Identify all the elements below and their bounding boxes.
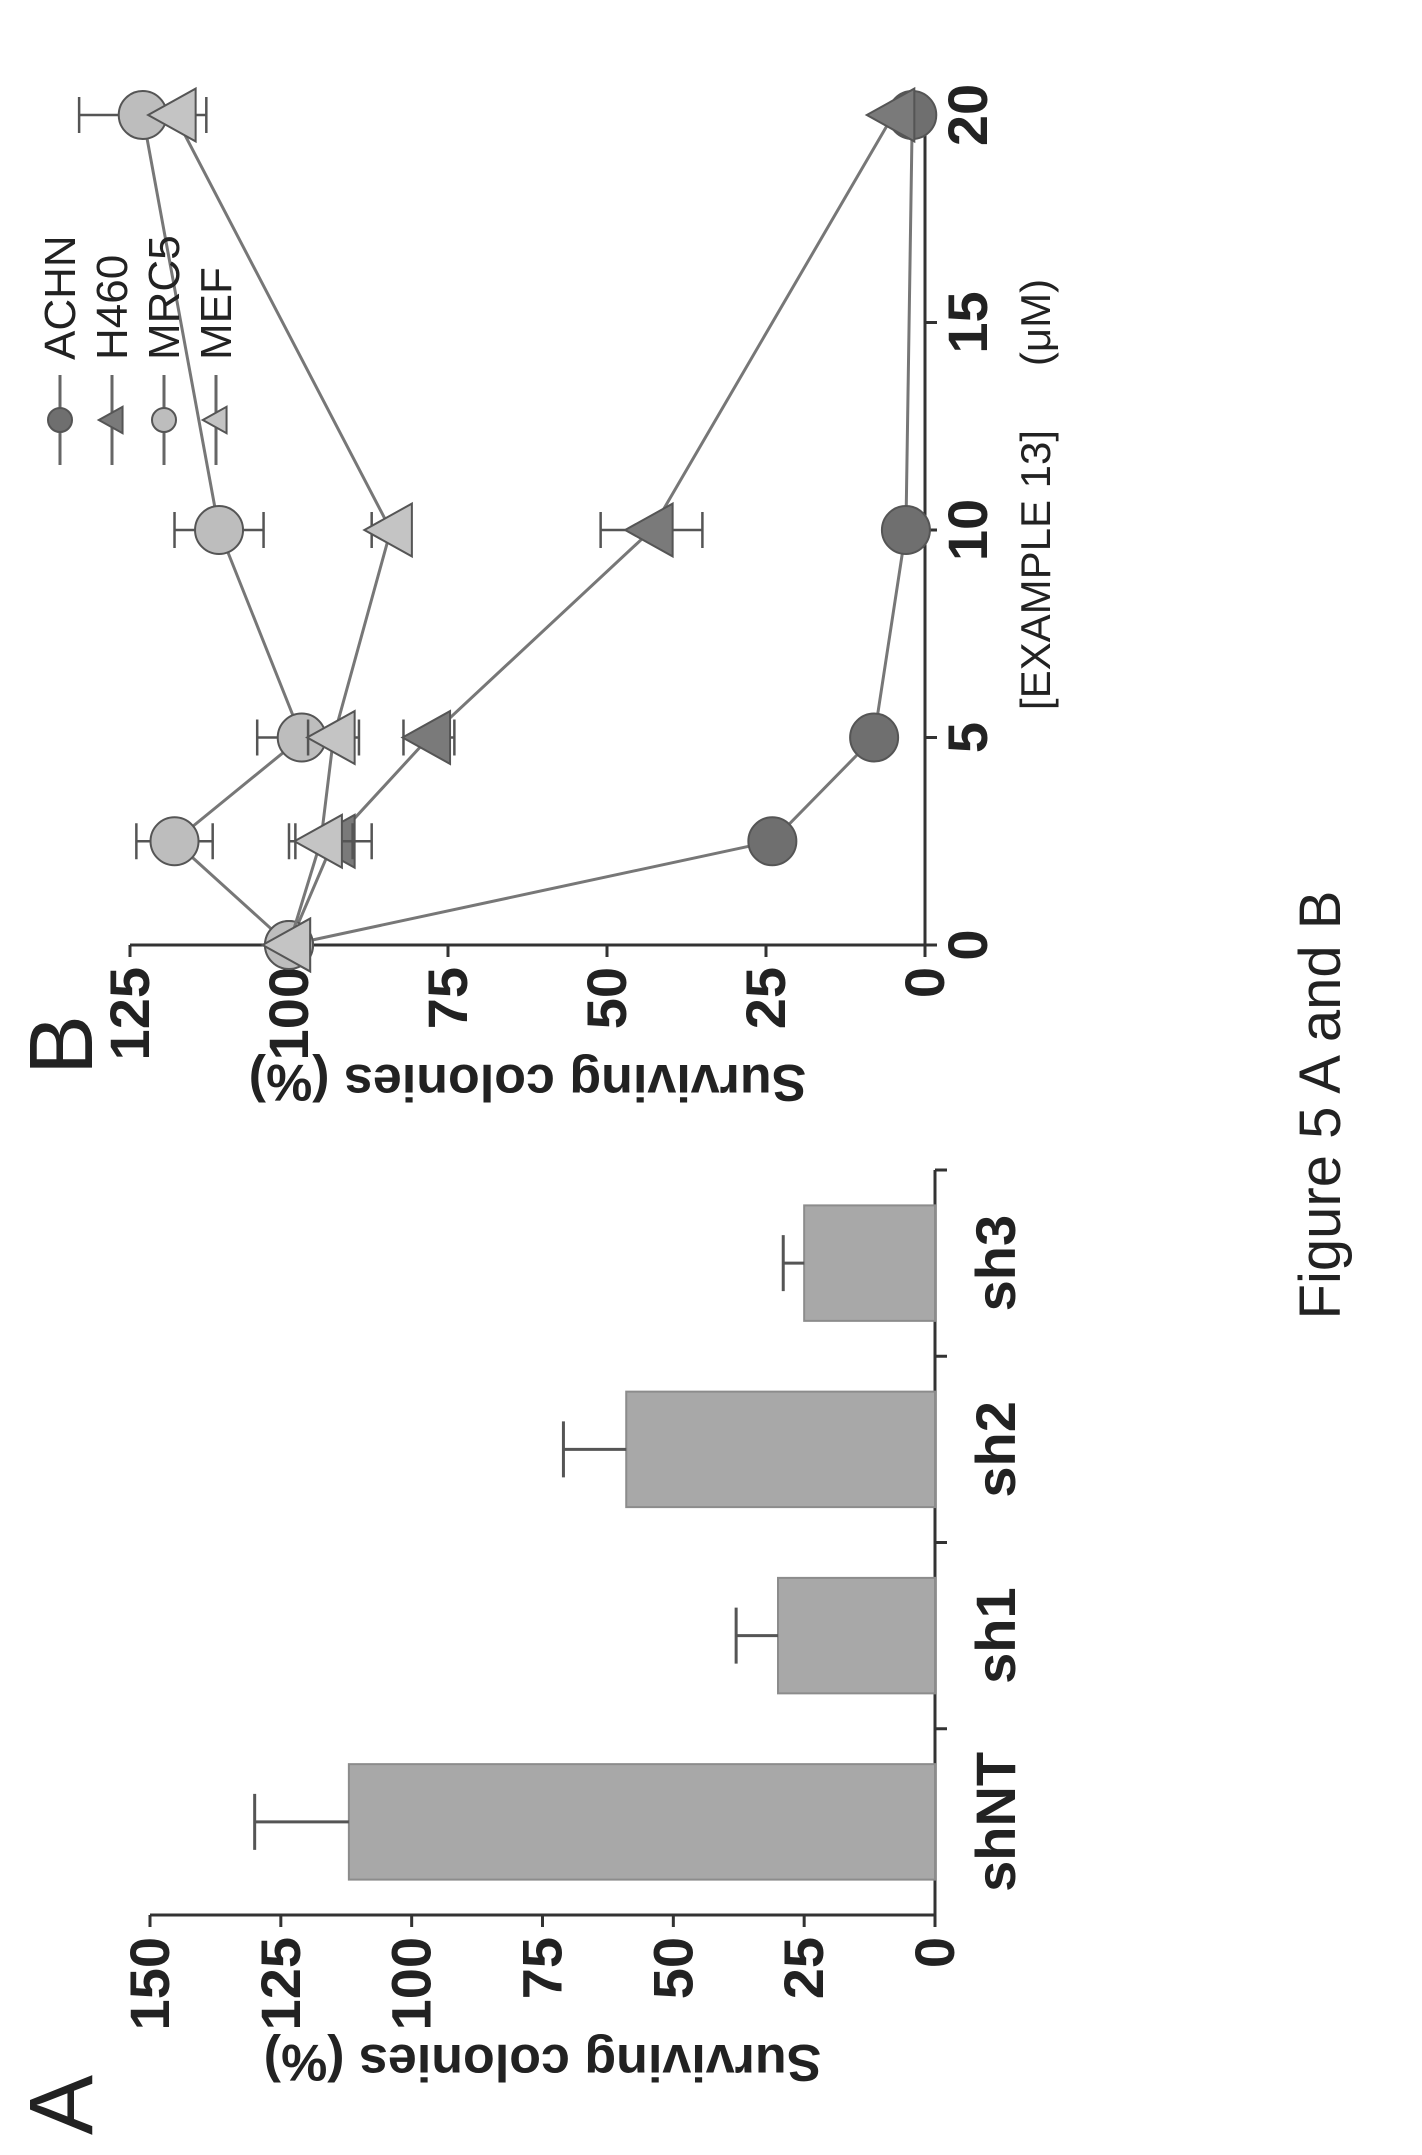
point-ACHN [747,816,798,867]
point-H460 [400,709,452,766]
bar-chart-a: 0 25 50 75 100 125 150 Surviving colonies (%) sh… [118,1168,1027,2091]
bar-shNT [347,1763,937,1881]
x-axis-unit-b: (μM) [1012,279,1059,366]
legend-label-MRC5: MRC5 [140,235,189,360]
point-MEF [260,916,312,974]
x-axis-title-b: [EXAMPLE 13] [1012,430,1059,710]
y-axis-title-a: Surviving colonies (%) [264,2033,822,2091]
y-tick-label-a: 75 [511,1937,574,1999]
category-label-shNT: shNT [964,1752,1027,1892]
y-tick-label-a: 125 [249,1937,312,2030]
point-MEF [146,86,197,144]
legend-marker-MRC5 [151,407,177,433]
legend-marker-H460 [96,405,124,435]
x-tick-label-b: 15 [936,291,999,353]
legend-label-H460: H460 [88,255,137,360]
y-tick-label-b: 0 [893,967,956,998]
category-label-sh2: sh2 [964,1401,1027,1498]
y-tick-label-a: 0 [903,1937,966,1968]
legend-b: ACHN H460 MRC5 MEF [36,235,241,465]
point-MEF [292,813,343,870]
category-label-sh3: sh3 [964,1215,1027,1312]
point-H460 [864,86,916,144]
y-tick-label-a: 25 [772,1937,835,1999]
y-tick-label-b: 125 [98,967,161,1060]
y-tick-label-a: 50 [641,1937,704,1999]
point-H460 [623,501,674,559]
panel-a-label: A [12,2075,112,2135]
y-axis-title-b: Surviving colonies (%) [249,1053,807,1111]
x-tick-label-b: 0 [936,929,999,960]
bar-sh1 [777,1576,936,1695]
series-H460 [260,86,916,974]
point-ACHN [880,505,931,555]
y-tick-label-b: 75 [416,967,479,1029]
category-label-sh1: sh1 [964,1587,1027,1684]
point-MEF [305,709,356,766]
y-tick-label-a: 150 [118,1937,181,2030]
x-tick-label-b: 20 [936,84,999,146]
y-tick-label-a: 100 [380,1937,443,2030]
y-tick-label-b: 100 [257,967,320,1060]
figure-caption: Figure 5 A and B [1288,891,1353,1320]
legend-marker-ACHN [47,407,73,433]
y-tick-label-b: 50 [575,967,638,1029]
series-MEF [146,86,413,974]
x-tick-label-b: 10 [936,499,999,561]
bar-sh3 [803,1204,937,1322]
bar-sh2 [625,1390,936,1509]
y-tick-label-b: 25 [734,967,797,1029]
legend-label-MEF: MEF [192,267,241,360]
legend-label-ACHN: ACHN [36,235,85,360]
point-MEF [362,501,413,559]
panel-b-label: B [12,1015,112,1075]
x-tick-label-b: 5 [936,722,999,753]
point-MRC5 [149,816,200,867]
point-MRC5 [194,505,245,555]
legend-marker-MEF [200,405,228,435]
scatter-chart-b: 0 25 50 75 100 125 0 5 10 15 20 Surviving colonies … [36,84,1059,1111]
point-ACHN [849,712,900,763]
